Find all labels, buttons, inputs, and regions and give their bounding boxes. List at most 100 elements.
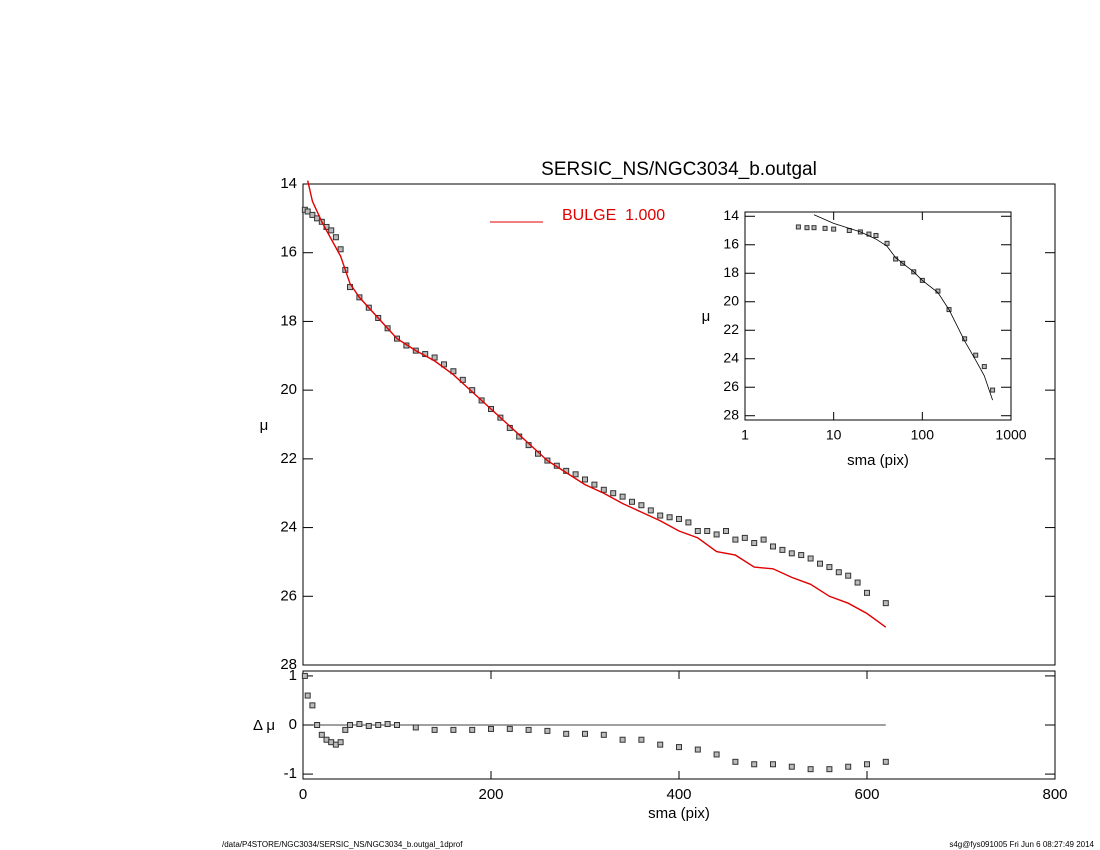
x-axis-label: sma (pix) bbox=[847, 452, 909, 469]
data-point bbox=[600, 486, 607, 493]
y-tick-label: 24 bbox=[723, 349, 739, 365]
data-point bbox=[450, 726, 457, 733]
data-point bbox=[337, 246, 344, 253]
y-tick-label: 14 bbox=[280, 175, 297, 192]
data-point bbox=[804, 225, 810, 231]
data-point bbox=[732, 536, 739, 543]
y-axis-label: Δ μ bbox=[253, 717, 275, 734]
data-point bbox=[741, 534, 748, 541]
data-point bbox=[332, 234, 339, 241]
data-point bbox=[638, 502, 645, 509]
x-tick-label: 100 bbox=[911, 427, 935, 443]
data-point bbox=[304, 692, 311, 699]
data-point bbox=[807, 766, 814, 773]
y-tick-label: 26 bbox=[723, 378, 739, 394]
legend-label: BULGE 1.000 bbox=[562, 207, 665, 224]
data-point bbox=[600, 731, 607, 738]
data-point bbox=[309, 211, 316, 218]
data-point bbox=[973, 352, 979, 358]
data-point bbox=[873, 233, 879, 239]
plot-frame bbox=[302, 183, 1056, 666]
data-point bbox=[629, 498, 635, 505]
y-tick-label: 20 bbox=[280, 381, 297, 398]
footer-left: /data/P4STORE/NGC3034/SERSIC_NS/NGC3034_… bbox=[222, 840, 463, 849]
data-point bbox=[845, 763, 852, 770]
data-point bbox=[488, 725, 494, 732]
x-tick-label: 200 bbox=[478, 786, 503, 803]
model-line bbox=[813, 214, 993, 401]
footer-right: s4g@fys091005 Fri Jun 6 08:27:49 2014 bbox=[949, 840, 1094, 849]
data-point bbox=[657, 512, 664, 519]
data-point bbox=[375, 722, 382, 728]
data-point bbox=[676, 515, 682, 522]
data-point bbox=[450, 368, 457, 375]
data-point bbox=[990, 387, 996, 393]
y-axis-label: μ bbox=[702, 308, 711, 325]
data-point bbox=[884, 240, 890, 246]
data-point bbox=[817, 560, 823, 567]
data-point bbox=[751, 540, 758, 547]
data-point bbox=[318, 731, 325, 738]
data-point bbox=[770, 543, 776, 550]
data-point bbox=[882, 600, 889, 607]
data-point bbox=[811, 225, 817, 231]
data-point bbox=[469, 726, 476, 733]
data-point bbox=[314, 722, 321, 728]
data-point bbox=[544, 727, 551, 734]
data-point bbox=[798, 552, 805, 559]
data-point bbox=[807, 555, 814, 562]
data-point bbox=[864, 589, 870, 596]
data-point bbox=[591, 481, 598, 488]
x-tick-label: 1 bbox=[741, 427, 749, 443]
x-tick-label: 400 bbox=[666, 786, 691, 803]
data-point bbox=[619, 736, 626, 743]
data-point bbox=[610, 490, 617, 497]
y-tick-label: 18 bbox=[723, 264, 739, 280]
y-tick-label: 16 bbox=[723, 235, 739, 251]
y-tick-label: 28 bbox=[280, 656, 297, 673]
data-point bbox=[365, 722, 372, 729]
data-point bbox=[342, 726, 349, 733]
data-point bbox=[309, 702, 316, 709]
data-point bbox=[779, 546, 786, 553]
data-point bbox=[582, 476, 588, 483]
data-point bbox=[525, 726, 532, 733]
data-point bbox=[328, 227, 335, 234]
data-point bbox=[356, 721, 363, 728]
y-tick-label: 22 bbox=[723, 321, 739, 337]
data-point bbox=[723, 528, 729, 535]
data-point bbox=[506, 725, 513, 732]
x-tick-label: 600 bbox=[854, 786, 879, 803]
data-point bbox=[822, 225, 828, 231]
chart-title: SERSIC_NS/NGC3034_b.outgal bbox=[541, 159, 817, 180]
data-point bbox=[694, 528, 701, 535]
y-tick-label: 20 bbox=[723, 292, 739, 308]
data-point bbox=[788, 763, 795, 770]
data-point bbox=[572, 471, 579, 478]
data-point bbox=[647, 507, 654, 514]
data-point bbox=[826, 564, 833, 571]
data-point bbox=[304, 208, 311, 215]
data-point bbox=[713, 751, 720, 758]
data-point bbox=[694, 746, 701, 753]
data-point bbox=[619, 493, 626, 500]
data-point bbox=[394, 722, 400, 728]
data-point bbox=[685, 519, 692, 526]
data-point bbox=[713, 531, 720, 538]
data-point bbox=[981, 364, 987, 370]
data-point bbox=[826, 766, 833, 773]
data-point bbox=[795, 224, 801, 230]
data-point bbox=[337, 739, 344, 746]
y-tick-label: 0 bbox=[289, 716, 297, 733]
y-tick-label: 28 bbox=[723, 406, 739, 422]
data-point bbox=[657, 741, 664, 748]
y-axis-label: μ bbox=[260, 417, 269, 434]
data-point bbox=[882, 758, 889, 765]
data-point bbox=[788, 550, 795, 557]
model-line bbox=[307, 180, 887, 628]
data-point bbox=[347, 722, 353, 728]
y-tick-label: 22 bbox=[280, 450, 297, 467]
data-point bbox=[704, 528, 711, 535]
data-point bbox=[831, 226, 837, 232]
